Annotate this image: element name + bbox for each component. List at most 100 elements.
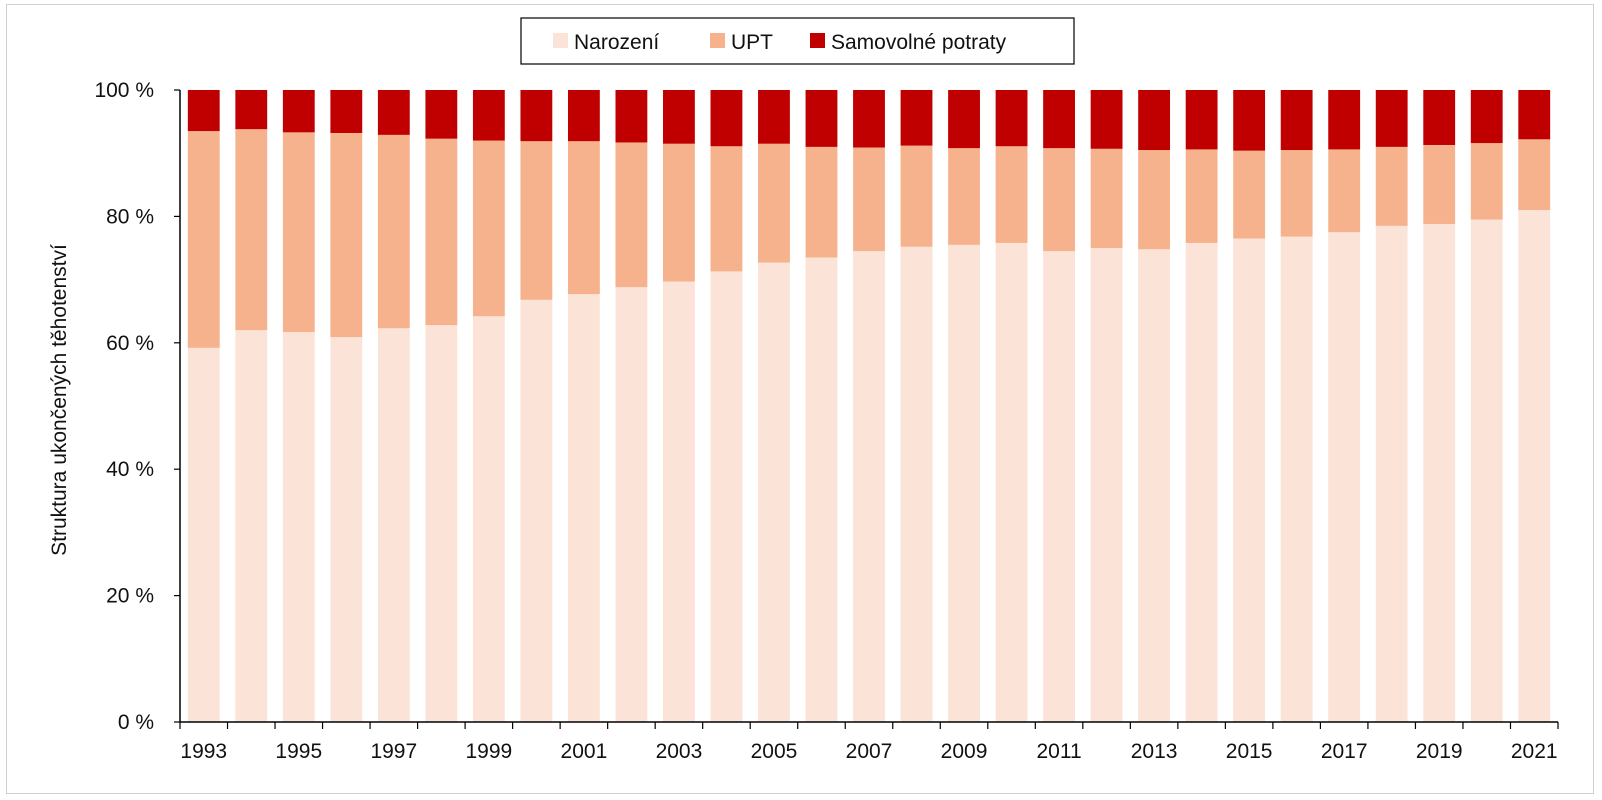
bar-1995-series-1 [282, 132, 315, 333]
bar-2008-series-1 [900, 145, 933, 247]
bar-2002-series-0 [615, 287, 648, 722]
bar-1994-series-2 [235, 90, 268, 130]
x-tick-label: 2021 [1511, 740, 1558, 763]
bar-2007-series-2 [853, 90, 885, 148]
bar-1994-series-1 [235, 129, 268, 331]
bar-2005-series-2 [758, 90, 790, 144]
bar-2012-series-0 [1090, 248, 1123, 722]
chart-frame [6, 4, 1594, 794]
y-tick-label: 40 % [106, 458, 154, 481]
bars [187, 90, 1551, 722]
bar-2018-series-1 [1375, 146, 1408, 226]
bar-2007-series-1 [853, 147, 885, 252]
y-axis-label: Struktura ukončených těhotenství [48, 244, 71, 556]
bar-2019-series-0 [1423, 223, 1456, 722]
bar-2014-series-0 [1185, 242, 1218, 722]
legend-swatch-samovolne-potraty [810, 33, 825, 48]
bar-2011-series-0 [1043, 251, 1075, 722]
bar-2015-series-0 [1233, 238, 1266, 722]
bar-2016-series-1 [1280, 150, 1313, 237]
bar-2016-series-0 [1280, 236, 1313, 722]
bar-2002-series-1 [615, 142, 648, 288]
bar-2007-series-0 [853, 251, 885, 722]
legend-swatch-upt [710, 33, 725, 48]
bar-2014-series-1 [1185, 149, 1218, 243]
bar-1993-series-2 [187, 90, 220, 132]
x-tick-label: 2001 [561, 740, 608, 763]
bar-2011-series-1 [1043, 148, 1075, 252]
bar-2018-series-0 [1375, 225, 1408, 722]
bar-1998-series-1 [425, 138, 458, 326]
bar-2011-series-2 [1043, 90, 1075, 149]
bar-2001-series-2 [567, 90, 600, 142]
bar-2001-series-1 [567, 141, 600, 295]
bar-2017-series-0 [1328, 232, 1361, 722]
bar-1996-series-0 [330, 337, 363, 722]
bar-1996-series-2 [330, 90, 363, 133]
legend-swatch-narozeni [553, 33, 568, 48]
bar-2006-series-2 [805, 90, 838, 147]
y-tick-label: 20 % [106, 585, 154, 608]
y-tick-label: 60 % [106, 332, 154, 355]
bar-2008-series-0 [900, 246, 933, 722]
bar-1999-series-0 [472, 316, 505, 722]
bar-2020-series-2 [1470, 90, 1503, 144]
bar-2021-series-2 [1518, 90, 1551, 140]
y-tick-label: 100 % [94, 79, 154, 102]
bar-2009-series-0 [948, 244, 980, 722]
bar-2004-series-2 [710, 90, 743, 147]
x-tick-label: 1993 [180, 740, 227, 763]
x-axis-ticks: 1993 1995 1997 1999 2001 2003 2005 2007 2009 2011… [179, 722, 1559, 763]
x-tick-label: 2009 [941, 740, 988, 763]
bar-2012-series-1 [1090, 148, 1123, 248]
bar-2014-series-2 [1185, 90, 1218, 150]
bar-1998-series-0 [425, 325, 458, 722]
bar-2010-series-0 [995, 242, 1028, 722]
bar-2000-series-2 [520, 90, 553, 142]
bar-1995-series-2 [282, 90, 315, 133]
bar-2017-series-1 [1328, 149, 1361, 233]
bar-2003-series-2 [663, 90, 695, 144]
x-tick-label: 2013 [1131, 740, 1178, 763]
bar-1996-series-1 [330, 132, 363, 338]
bar-2013-series-1 [1138, 150, 1171, 250]
bar-1997-series-2 [377, 90, 410, 135]
bar-2008-series-2 [900, 90, 933, 146]
bar-1998-series-2 [425, 90, 458, 139]
bar-2019-series-1 [1423, 144, 1456, 224]
y-tick-label: 0 % [118, 711, 154, 734]
bar-2013-series-0 [1138, 249, 1171, 722]
x-tick-label: 2017 [1321, 740, 1368, 763]
legend-box [520, 17, 1075, 65]
bar-1993-series-1 [187, 131, 220, 348]
bar-2005-series-1 [758, 143, 790, 263]
bar-1993-series-0 [187, 347, 220, 722]
x-tick-label: 1995 [275, 740, 322, 763]
legend-label-narozeni: Narození [574, 31, 659, 54]
legend-label-samovolne-potraty: Samovolné potraty [831, 31, 1007, 54]
bar-2013-series-2 [1138, 90, 1171, 151]
bar-1995-series-0 [282, 332, 315, 722]
bar-2020-series-0 [1470, 219, 1503, 722]
x-tick-label: 2005 [751, 740, 798, 763]
bar-1997-series-0 [377, 328, 410, 722]
bar-2021-series-0 [1518, 210, 1551, 722]
bar-2000-series-0 [520, 299, 553, 722]
legend: Narození UPT Samovolné potraty [520, 17, 1075, 65]
bar-2004-series-1 [710, 146, 743, 272]
bar-2003-series-1 [663, 143, 695, 282]
bar-2020-series-1 [1470, 143, 1503, 220]
bar-2005-series-0 [758, 262, 790, 722]
bar-2004-series-0 [710, 271, 743, 722]
bar-2009-series-1 [948, 148, 980, 245]
bar-1994-series-0 [235, 330, 268, 722]
legend-label-upt: UPT [731, 31, 773, 54]
x-tick-label: 2011 [1036, 740, 1081, 763]
bar-2001-series-0 [567, 294, 600, 722]
bar-2000-series-1 [520, 141, 553, 300]
x-tick-label: 2019 [1416, 740, 1463, 763]
bar-2010-series-2 [995, 90, 1028, 147]
x-tick-label: 2015 [1226, 740, 1273, 763]
bar-2019-series-2 [1423, 90, 1456, 145]
